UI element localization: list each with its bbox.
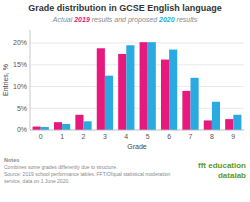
bar [140,42,148,130]
bar [169,50,177,130]
x-tick-label: 8 [210,133,214,140]
x-tick-label: 9 [231,133,235,140]
x-tick-label: 0 [39,133,43,140]
subtitle: Actual 2019 results and proposed 2020 re… [52,16,198,24]
bar [182,91,190,130]
subtitle-series-name: 2020 [158,16,175,23]
x-tick-label: 6 [167,133,171,140]
bar [62,124,70,130]
bar [33,127,41,130]
chart: Grade distribution in GCSE English langu… [0,0,250,202]
bar [204,120,212,130]
subtitle-part: results and proposed [90,16,159,24]
notes-heading: Notes [4,157,19,163]
y-tick-label: 5% [17,105,27,112]
bar [225,119,233,130]
note-line: service, data on 1 June 2020. [4,178,70,184]
note-line: Notes [4,157,19,163]
note-line: Source: 2019 school performance tables. … [4,171,172,177]
bars [33,42,242,130]
bar [118,54,126,130]
bar [126,45,134,130]
bar [54,122,62,130]
bar [75,115,83,130]
grid-line [30,64,244,65]
bar [212,102,220,130]
y-tick-label: 10% [13,83,27,90]
subtitle-part: results [175,16,198,23]
bar [148,42,156,130]
grid [30,43,244,130]
bar [191,78,199,130]
y-tick-label: 20% [13,39,27,46]
bar [161,60,169,130]
bar [84,121,92,130]
x-tick-label: 1 [60,133,64,140]
x-axis-label: Grade [127,143,147,150]
bar [97,48,105,130]
note: Source: 2019 school performance tables. … [4,171,172,184]
x-tick-label: 4 [124,133,128,140]
grid-line [30,86,244,87]
y-axis-label: Entries, % [2,64,9,96]
subtitle-series-name: 2019 [73,16,90,23]
x-tick-label: 5 [146,133,150,140]
x-axis-line [30,130,244,131]
y-axis-line [30,30,31,130]
title: Grade distribution in GCSE English langu… [28,3,222,13]
x-tick-label: 3 [103,133,107,140]
grid-line [30,43,244,44]
note: Combines some grades differently due to … [4,164,117,170]
x-tick-label: 2 [82,133,86,140]
logo-text: fft education [198,161,246,170]
y-tick-label: 15% [13,61,27,68]
logo-text: datalab [218,171,246,180]
x-tick-label: 7 [189,133,193,140]
note-line: Combines some grades differently due to … [4,164,117,170]
bar [233,115,241,130]
grid-line [30,130,244,131]
y-tick-label: 0% [17,126,27,133]
bar [105,76,113,130]
subtitle-part: Actual [52,16,74,23]
bar [41,127,49,130]
